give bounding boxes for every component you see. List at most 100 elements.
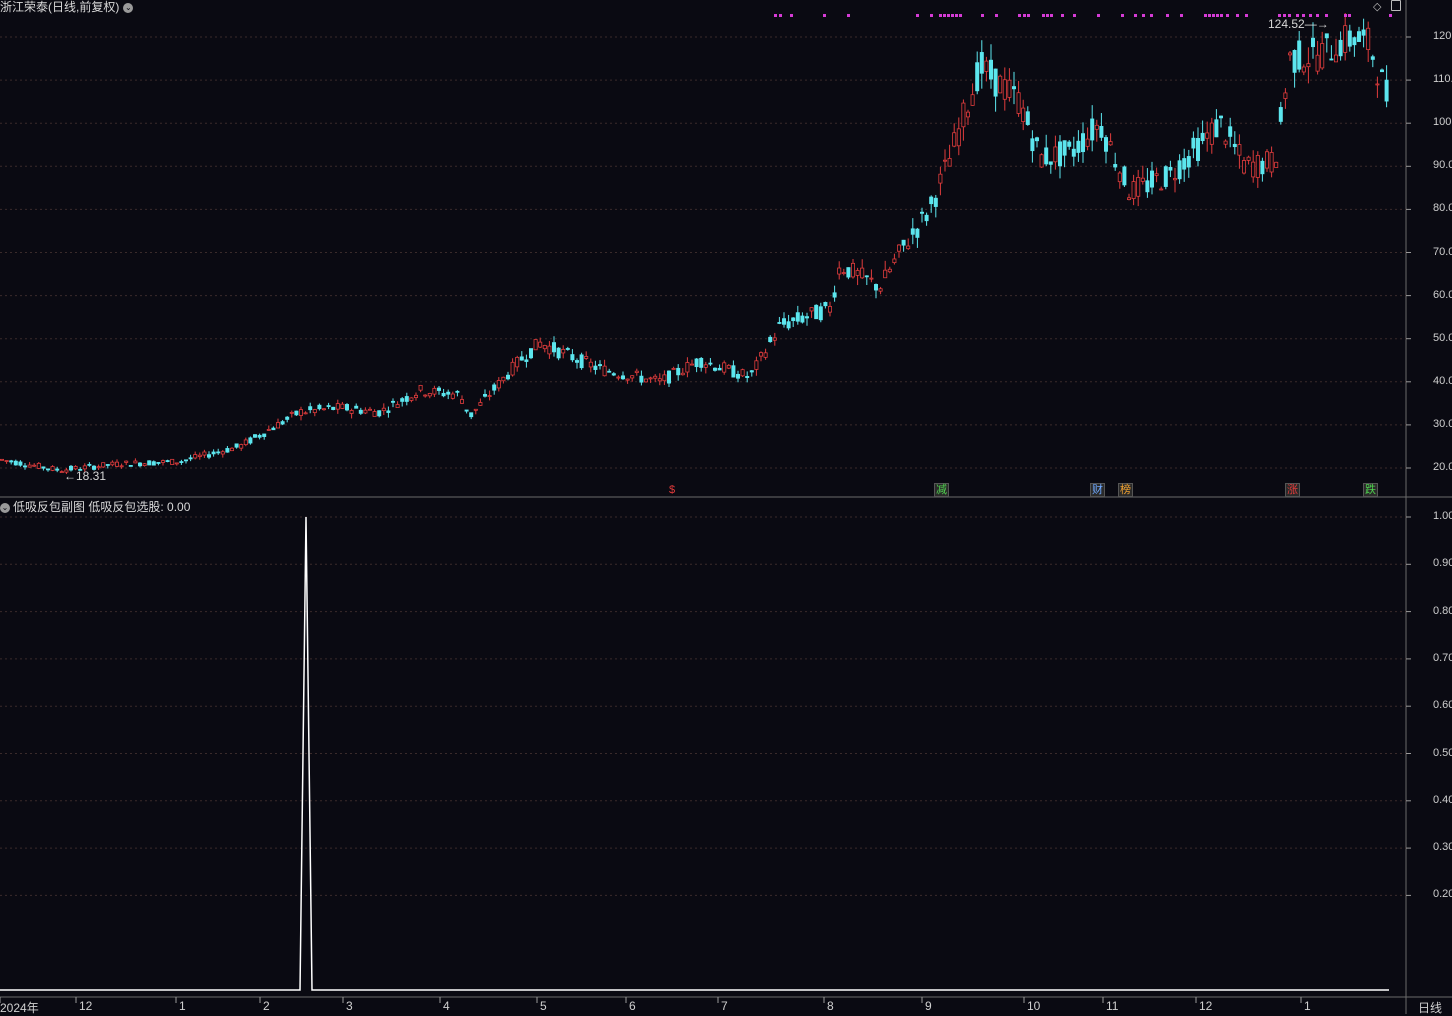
candle-body <box>680 372 685 376</box>
candle-body <box>13 460 18 466</box>
candle-body <box>289 411 294 414</box>
time-tick-label: 2 <box>263 999 270 1013</box>
candle-body <box>1214 119 1219 138</box>
price-tick-label: 90.00 <box>1433 159 1452 172</box>
candle-body <box>998 75 1003 94</box>
time-tick-label: 6 <box>629 999 636 1013</box>
square-icon[interactable] <box>1391 0 1401 14</box>
candle-body <box>510 361 515 376</box>
event-marker[interactable]: 减 <box>934 483 949 497</box>
event-marker[interactable]: 财 <box>1090 483 1105 497</box>
candle-body <box>823 302 828 307</box>
candle-body <box>805 316 810 319</box>
event-marker[interactable]: $ <box>669 484 676 496</box>
candle-body <box>390 400 395 403</box>
candle-body <box>160 460 165 463</box>
candle-body <box>18 461 23 466</box>
candle-body <box>285 416 290 420</box>
candle-body <box>248 437 253 444</box>
candle-body <box>653 375 658 379</box>
signal-dot <box>1121 14 1124 17</box>
candle-body <box>427 393 432 397</box>
candle-body <box>814 304 819 320</box>
candle-body <box>828 306 833 313</box>
candle-body <box>634 370 639 373</box>
candle-body <box>598 364 603 367</box>
candle-body <box>156 462 161 464</box>
candle-body <box>1311 37 1316 48</box>
candle-body <box>147 460 152 466</box>
candle-body <box>317 404 322 410</box>
candle-body <box>50 466 55 471</box>
candle-body <box>1306 63 1311 68</box>
candle-body <box>740 369 745 377</box>
candle-body <box>1053 146 1058 163</box>
candle-body <box>910 228 915 235</box>
signal-dot <box>774 14 777 17</box>
candle-body <box>1168 166 1173 171</box>
candle-body <box>611 373 616 376</box>
time-tick-label: 1 <box>1304 999 1311 1013</box>
candle-body <box>1007 79 1012 98</box>
signal-dot <box>1226 14 1229 17</box>
candle-body <box>78 469 83 471</box>
price-tick-label: 110.00 <box>1433 73 1452 86</box>
signal-dot <box>1348 14 1351 17</box>
candle-body <box>179 461 184 463</box>
candle-body <box>754 360 759 370</box>
candle-body <box>4 460 9 462</box>
indicator-tick-label: 0.50 <box>1433 746 1452 759</box>
candle-body <box>478 402 483 406</box>
candle-body <box>1301 66 1306 73</box>
candle-body <box>892 258 897 264</box>
candle-body <box>308 406 313 411</box>
candle-body <box>133 460 138 464</box>
chevron-down-icon[interactable]: ⌄ <box>0 502 10 513</box>
chevron-down-icon[interactable]: ⌄ <box>123 2 134 13</box>
candle-body <box>832 292 837 298</box>
candle-body <box>110 461 115 466</box>
candle-body <box>984 60 989 72</box>
candle-body <box>1237 144 1242 156</box>
candle-body <box>1081 133 1086 153</box>
candle-body <box>1058 141 1063 167</box>
candle-body <box>404 396 409 402</box>
candle-body <box>206 454 211 458</box>
candle-body <box>625 378 630 381</box>
candle-body <box>1039 154 1044 168</box>
candle-body <box>1071 148 1076 157</box>
signal-dot <box>1042 14 1045 17</box>
candle-body <box>262 433 267 437</box>
candle-body <box>1182 158 1187 170</box>
diamond-icon[interactable]: ◇ <box>1373 1 1382 13</box>
candle-body <box>763 352 768 358</box>
indicator-title: 低吸反包副图 <box>13 500 86 514</box>
candle-body <box>1140 177 1145 182</box>
candle-body <box>1274 161 1279 168</box>
candle-body <box>1260 160 1265 175</box>
candle-body <box>1136 177 1141 197</box>
candle-body <box>331 406 336 410</box>
event-marker[interactable]: 跌 <box>1363 483 1378 497</box>
candle-body <box>372 411 377 417</box>
candle-body <box>1205 132 1210 139</box>
candle-body <box>667 370 672 384</box>
candle-body <box>800 315 805 323</box>
period-label[interactable]: 日线 <box>1418 1001 1443 1015</box>
price-tick-label: 80.00 <box>1433 202 1452 215</box>
candle-body <box>607 370 612 373</box>
price-tick-label: 70.00 <box>1433 245 1452 258</box>
candle-body <box>73 466 78 470</box>
event-marker[interactable]: 榜 <box>1118 483 1133 497</box>
candle-body <box>455 390 460 393</box>
signal-dot <box>1046 14 1049 17</box>
candle-body <box>1361 29 1366 36</box>
signal-dot <box>959 14 962 17</box>
candle-body <box>312 409 317 414</box>
candle-body <box>795 312 800 322</box>
candle-body <box>887 268 892 273</box>
event-marker[interactable]: 涨 <box>1285 483 1300 497</box>
signal-dot <box>1245 14 1248 17</box>
candle-body <box>1035 137 1040 142</box>
